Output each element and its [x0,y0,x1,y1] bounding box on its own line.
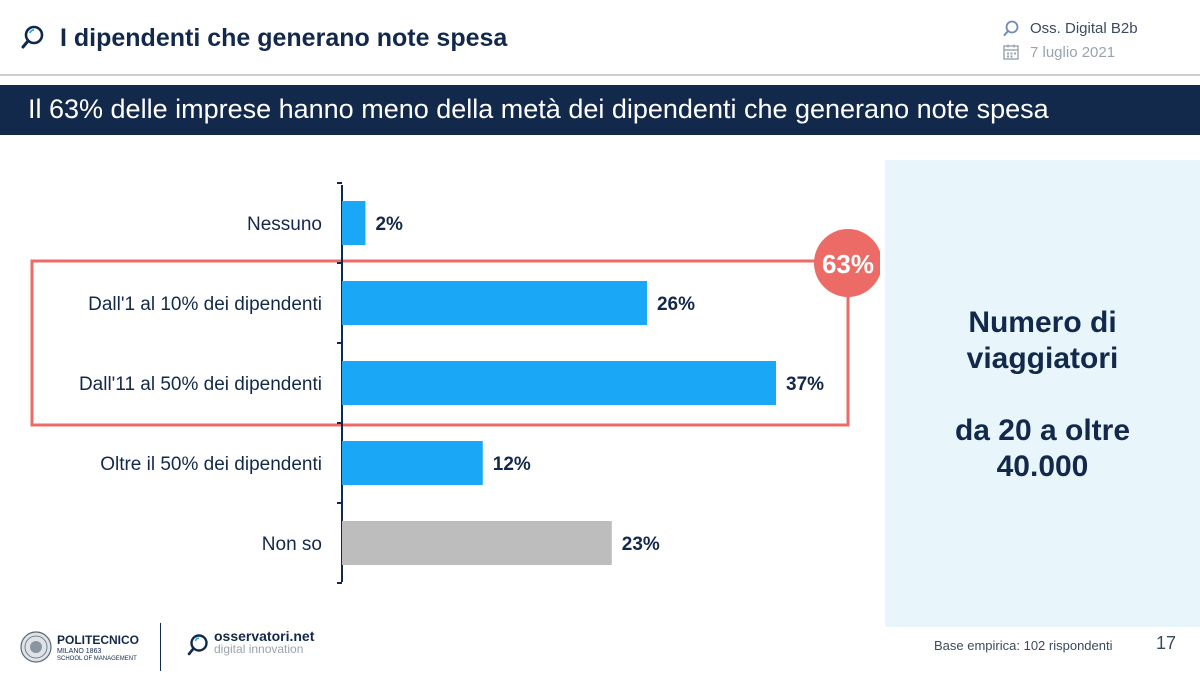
data-label: 2% [375,214,403,235]
footer-divider [160,623,161,671]
meta-info: Oss. Digital B2b 7 luglio 2021 [1002,16,1138,64]
data-label: 12% [493,454,531,475]
info-line-4: 40.000 [996,450,1089,483]
info-panel: Numero di viaggiatori da 20 a oltre 40.0… [885,160,1200,627]
info-line-2: viaggiatori [966,342,1119,375]
highlight-badge-label: 63% [822,249,874,279]
category-label: Nessuno [247,214,322,235]
page-title: I dipendenti che generano note spesa [60,24,508,52]
headline-text: Il 63% delle imprese hanno meno della me… [28,94,1049,124]
data-label: 37% [786,374,824,395]
sample-size-note: Base empirica: 102 rispondenti [934,638,1113,653]
info-line-3: da 20 a oltre [954,414,1131,447]
bar [342,201,366,245]
source-label: Oss. Digital B2b [1030,19,1138,37]
footer: POLITECNICO MILANO 1863 SCHOOL OF MANAGE… [0,615,1200,677]
politecnico-seal-icon [20,631,52,663]
header: I dipendenti che generano note spesa Oss… [0,0,1200,78]
politecnico-school: SCHOOL OF MANAGEMENT [57,656,137,662]
osservatori-logo-icon [187,634,208,656]
highlight-badge [814,229,880,297]
info-panel-text: Numero di viaggiatori da 20 a oltre 40.0… [885,305,1200,485]
headline-banner: Il 63% delle imprese hanno meno della me… [0,85,1200,135]
bar [342,441,483,485]
category-label: Non so [262,534,322,555]
bar [342,281,647,325]
header-divider [0,74,1200,76]
osservatori-tagline: digital innovation [214,642,304,656]
page-number: 17 [1156,633,1177,653]
bar-chart: 63% Nessuno 2% Dall'1 al 10% dei dipendenti… [30,182,880,584]
osservatori-name: osservatori.net [214,628,315,644]
calendar-icon [1003,44,1019,60]
bar [342,521,612,565]
politecnico-logo-text: POLITECNICO MILANO 1863 SCHOOL OF MANAGE… [57,633,139,662]
category-label: Dall'11 al 50% dei dipendenti [79,374,322,395]
magnifier-icon [1003,20,1019,36]
data-label: 26% [657,294,695,315]
data-label: 23% [622,534,660,555]
magnifier-icon [21,25,44,49]
date-label: 7 luglio 2021 [1030,43,1116,61]
info-line-1: Numero di [968,306,1117,339]
highlight-box [30,259,850,427]
politecnico-city: MILANO 1863 [57,648,102,655]
osservatori-logo-text: osservatori.net digital innovation [214,628,315,656]
politecnico-name: POLITECNICO [57,633,140,647]
category-label: Dall'1 al 10% dei dipendenti [88,294,322,315]
category-label: Oltre il 50% dei dipendenti [100,454,322,475]
bar [342,361,776,405]
